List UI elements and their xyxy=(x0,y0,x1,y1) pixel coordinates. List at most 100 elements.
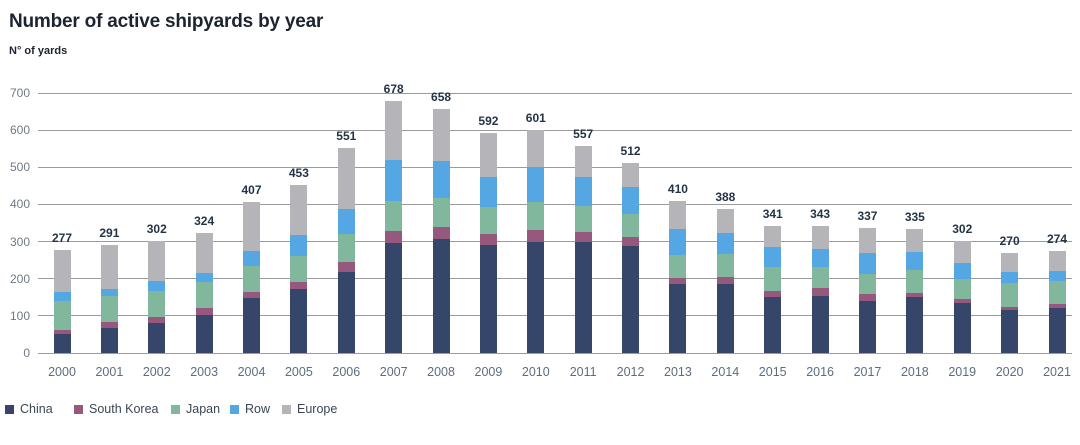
x-tick-label-2000: 2000 xyxy=(48,365,76,379)
bar-segment-2012-europe xyxy=(622,162,640,187)
x-tick-label-2003: 2003 xyxy=(190,365,219,379)
y-tick-label-300: 300 xyxy=(9,234,30,249)
bar-2001 xyxy=(100,244,118,353)
bar-segment-2009-south-korea xyxy=(479,234,497,246)
bar-segment-2011-europe xyxy=(574,146,592,177)
bar-segment-2021-china xyxy=(1048,307,1066,353)
bar-segment-2014-china xyxy=(716,284,734,353)
bar-segment-2020-japan xyxy=(1001,283,1019,307)
bar-segment-2001-south-korea xyxy=(100,321,118,329)
bar-segment-2007-europe xyxy=(385,101,403,160)
bar-total-label-2011: 557 xyxy=(573,127,594,142)
bar-segment-2010-japan xyxy=(527,202,545,231)
bar-segment-2002-china xyxy=(148,323,166,353)
bar-segment-2018-china xyxy=(906,297,924,353)
bar-2006 xyxy=(337,148,355,353)
bar-segment-2014-south-korea xyxy=(716,276,734,285)
bar-2010 xyxy=(527,129,545,353)
bar-segment-2020-china xyxy=(1001,309,1019,353)
bar-total-label-2020: 270 xyxy=(999,233,1020,248)
bar-segment-2001-china xyxy=(100,328,118,353)
bar-segment-2008-europe xyxy=(432,108,450,161)
bar-segment-2003-china xyxy=(195,315,213,353)
y-tick-label-200: 200 xyxy=(9,271,30,286)
legend-label-europe: Europe xyxy=(297,402,338,416)
bar-segment-2019-row xyxy=(953,263,971,279)
legend-item-row: Row xyxy=(230,401,270,417)
x-tick-label-2005: 2005 xyxy=(284,365,313,379)
bar-total-label-2014: 388 xyxy=(715,189,736,204)
legend-label-china: China xyxy=(20,402,53,416)
legend-item-south-korea: South Korea xyxy=(74,401,159,417)
bar-segment-2016-europe xyxy=(811,225,829,249)
bar-total-label-2010: 601 xyxy=(525,110,546,125)
bar-segment-2008-china xyxy=(432,238,450,353)
bar-segment-2013-china xyxy=(669,284,687,353)
legend-swatch-row xyxy=(230,404,239,414)
bar-total-label-2001: 291 xyxy=(99,225,120,240)
bar-total-label-2003: 324 xyxy=(194,213,215,228)
bar-segment-2015-south-korea xyxy=(764,290,782,298)
bar-segment-2007-japan xyxy=(385,201,403,231)
bar-total-label-2007: 678 xyxy=(383,82,404,97)
bar-2021 xyxy=(1048,251,1066,353)
bar-2018 xyxy=(906,228,924,353)
legend: China South Korea Japan Row Europe xyxy=(0,401,1080,419)
gridline-100 xyxy=(38,315,1072,317)
bar-segment-2005-china xyxy=(290,289,308,353)
bar-segment-2002-japan xyxy=(148,291,166,317)
x-tick-label-2008: 2008 xyxy=(427,365,455,379)
bar-segment-2000-row xyxy=(53,292,71,301)
bar-segment-2006-row xyxy=(337,208,355,235)
bar-segment-2003-europe xyxy=(195,232,213,274)
bar-segment-2013-japan xyxy=(669,255,687,278)
x-tick-label-2002: 2002 xyxy=(142,365,171,379)
x-tick-label-2021: 2021 xyxy=(1043,365,1071,379)
x-tick-label-2010: 2010 xyxy=(521,365,550,379)
x-tick-label-2020: 2020 xyxy=(995,365,1024,379)
bar-total-label-2009: 592 xyxy=(478,114,499,129)
bar-total-label-2002: 302 xyxy=(146,221,167,236)
bar-segment-2020-europe xyxy=(1001,252,1019,273)
bar-segment-2005-japan xyxy=(290,255,308,283)
bar-segment-2014-row xyxy=(716,232,734,254)
bar-segment-2008-japan xyxy=(432,197,450,228)
bar-total-label-2012: 512 xyxy=(620,143,641,158)
bar-segment-2004-china xyxy=(243,297,261,353)
bar-segment-2012-japan xyxy=(622,214,640,238)
bar-2003 xyxy=(195,232,213,353)
bar-segment-2009-europe xyxy=(479,133,497,177)
bar-segment-2006-europe xyxy=(337,148,355,209)
bar-total-label-2006: 551 xyxy=(336,129,357,144)
bar-segment-2018-south-korea xyxy=(906,292,924,298)
bar-segment-2010-row xyxy=(527,167,545,203)
bar-2020 xyxy=(1001,252,1019,353)
bar-total-label-2021: 274 xyxy=(1046,232,1068,247)
bar-segment-2006-china xyxy=(337,271,355,353)
bar-segment-2013-europe xyxy=(669,200,687,229)
bar-total-label-2004: 407 xyxy=(241,182,262,197)
x-tick-label-2009: 2009 xyxy=(474,365,503,379)
bar-total-label-2019: 302 xyxy=(952,221,973,236)
bar-segment-2001-japan xyxy=(100,296,118,322)
bar-segment-2004-south-korea xyxy=(243,291,261,298)
bar-segment-2012-row xyxy=(622,186,640,215)
bar-total-label-2015: 341 xyxy=(762,207,783,222)
bar-segment-2006-south-korea xyxy=(337,262,355,272)
legend-swatch-europe xyxy=(282,404,291,414)
bar-segment-2008-south-korea xyxy=(432,227,450,239)
bar-segment-2002-south-korea xyxy=(148,316,166,324)
y-tick-label-0: 0 xyxy=(23,346,30,360)
bar-segment-2008-row xyxy=(432,160,450,198)
bar-segment-2000-china xyxy=(53,334,71,353)
bar-segment-2011-south-korea xyxy=(574,232,592,242)
bar-total-label-2018: 335 xyxy=(904,209,925,224)
x-tick-label-2018: 2018 xyxy=(900,365,929,379)
gridline-300 xyxy=(38,241,1072,243)
bar-2005 xyxy=(290,184,308,353)
bar-segment-2013-row xyxy=(669,228,687,256)
x-tick-label-2011: 2011 xyxy=(569,365,597,379)
bar-total-label-2013: 410 xyxy=(667,181,688,196)
bar-segment-2018-europe xyxy=(906,228,924,252)
